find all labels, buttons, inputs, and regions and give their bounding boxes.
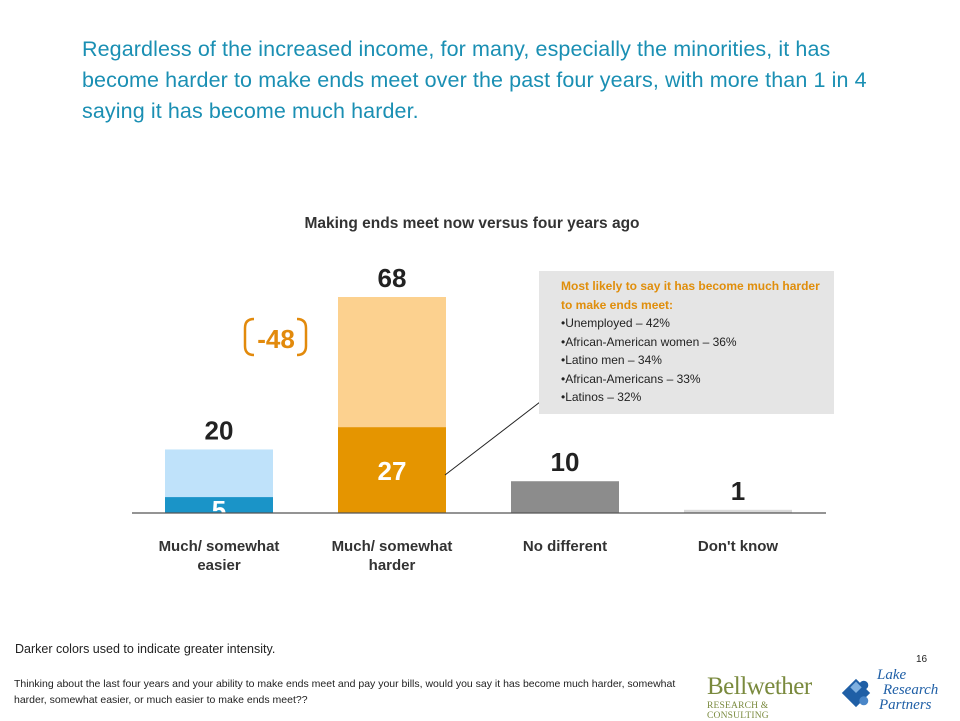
bar-don-t-know	[684, 509, 792, 513]
callout-item: •Latino men – 34%	[561, 353, 662, 367]
lrp-line-1: Lake	[877, 667, 907, 683]
callout-item: •African-American women – 36%	[561, 334, 737, 349]
bellwether-logo-name: Bellwether	[707, 673, 812, 700]
callout-list: •Unemployed – 42% •African-American wome…	[561, 314, 824, 407]
callout-item: •Latinos – 32%	[561, 390, 642, 404]
intensity-note: Darker colors used to indicate greater i…	[15, 642, 276, 656]
total-value-label: 68	[378, 263, 407, 293]
callout-item: •Unemployed – 42%	[561, 316, 670, 330]
total-value-label: 10	[551, 447, 580, 477]
page-number: 16	[916, 654, 928, 665]
bellwether-logo: Bellwether RESEARCH & CONSULTING	[707, 673, 812, 721]
difference-label: -48	[257, 324, 295, 354]
puzzle-piece-icon	[841, 678, 871, 708]
headline: Regardless of the increased income, for …	[82, 37, 867, 123]
lake-research-partners-logo: Lake Research Partners	[833, 668, 958, 720]
bracket-right	[296, 317, 308, 357]
intensity-value-label: 27	[378, 456, 407, 486]
intensity-value-label: 5	[212, 495, 226, 525]
callout-title: Most likely to say it has become much ha…	[561, 279, 820, 312]
callout-item: •African-Americans – 33%	[561, 371, 701, 386]
bracket-left	[243, 317, 255, 357]
bellwether-logo-sub: RESEARCH & CONSULTING	[707, 701, 769, 721]
lrp-line-2: Research	[883, 682, 939, 698]
bar-intensity-much-somewhat-harder	[338, 427, 446, 513]
lrp-line-3: Partners	[879, 697, 932, 713]
subgroup-callout-box: Most likely to say it has become much ha…	[539, 271, 834, 414]
connector-line	[444, 401, 541, 476]
category-label: Don't know	[698, 538, 779, 555]
category-label: No different	[523, 538, 607, 555]
bar-no-different	[511, 481, 619, 513]
total-value-label: 1	[731, 476, 745, 506]
survey-question: Thinking about the last four years and y…	[14, 678, 676, 706]
chart-title: Making ends meet now versus four years a…	[304, 215, 639, 232]
total-value-label: 20	[205, 415, 234, 445]
difference-callout: -48	[243, 317, 308, 357]
lake-research-partners-wordmark: Lake Research Partners	[877, 668, 938, 713]
category-label: Much/ somewhat harder	[332, 538, 453, 574]
category-label: Much/ somewhat easier	[159, 538, 280, 574]
bar-intensity-much-somewhat-easier	[165, 497, 273, 513]
